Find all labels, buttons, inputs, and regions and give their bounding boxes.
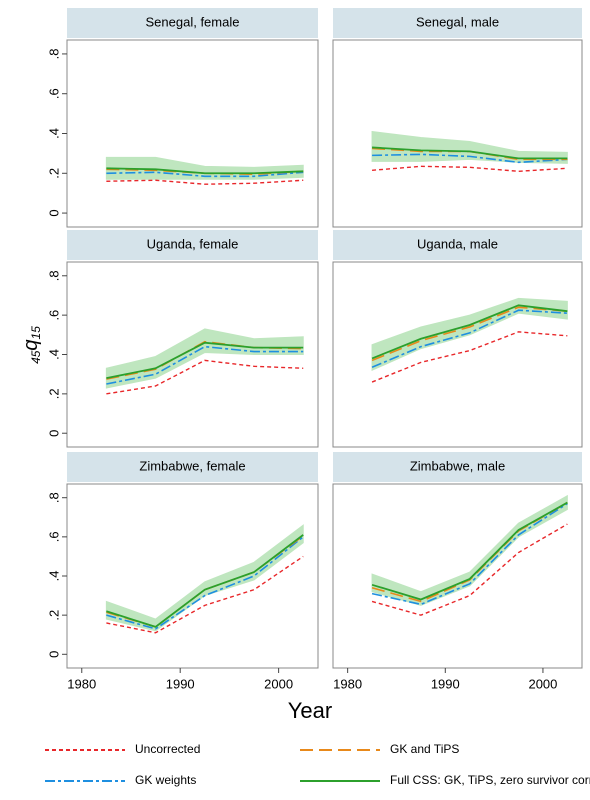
series-line [371,502,568,606]
panel-title: Zimbabwe, female [139,458,245,473]
plot-area [66,39,319,228]
y-tick-label: .4 [46,571,61,582]
series-line [106,534,304,628]
panel-header [333,8,582,38]
panel-header [67,452,318,482]
plot-area [332,39,583,228]
y-tick-label: .2 [46,388,61,399]
legend-label: GK and TiPS [390,742,459,756]
panel-header [67,8,318,38]
panel-title: Uganda, female [147,236,239,251]
x-tick-label: 1990 [431,676,460,691]
legend-label: Uncorrected [135,742,200,756]
panel-header [67,230,318,260]
series-line [106,555,304,634]
x-tick-label: 2000 [264,676,293,691]
series-line [371,309,568,369]
plot-area [66,483,319,669]
y-tick-label: .6 [46,88,61,99]
y-tick-label: .2 [46,168,61,179]
series-line [372,146,568,160]
x-tick-label: 2000 [528,676,557,691]
series-line [106,179,304,185]
y-tick-label: .6 [46,310,61,321]
y-tick-label: .4 [46,349,61,360]
series-line [371,331,568,383]
series-line [106,167,304,175]
series-line [106,341,304,379]
y-tick-label: 0 [46,651,61,658]
y-tick-label: .2 [46,610,61,621]
y-tick-label: .4 [46,128,61,139]
y-tick-label: .8 [46,270,61,281]
legend-label: GK weights [135,773,196,787]
y-label-pre: 45 [29,350,43,364]
confidence-band [105,328,304,389]
panel-header [333,230,582,260]
panel-title: Senegal, female [146,14,240,29]
legend-label: Full CSS: GK, TiPS, zero survivor correc… [390,773,590,787]
x-axis-label: Year [288,698,332,723]
y-label-sub: 15 [29,326,43,340]
series-line [106,345,304,385]
y-tick-label: .8 [46,492,61,503]
panel-title: Uganda, male [417,236,498,251]
plot-area [332,261,583,448]
confidence-band [371,297,568,372]
y-tick-label: 0 [46,209,61,216]
y-tick-label: .8 [46,49,61,60]
series-line [106,359,304,395]
confidence-band [371,130,568,164]
x-tick-label: 1980 [333,676,362,691]
panel-title: Senegal, male [416,14,499,29]
series-line [372,165,568,172]
x-tick-label: 1980 [67,676,96,691]
panel-title: Zimbabwe, male [410,458,505,473]
panel-header [333,452,582,482]
series-line [106,171,304,178]
series-line [106,536,304,630]
y-label-main: q [20,339,42,350]
series-line [371,304,568,360]
series-line [371,501,568,601]
series-line [372,153,568,164]
y-axis-label: 45q15 [20,326,43,364]
series-line [371,306,568,362]
x-tick-label: 1990 [166,676,195,691]
y-tick-label: 0 [46,430,61,437]
y-tick-label: .6 [46,531,61,542]
